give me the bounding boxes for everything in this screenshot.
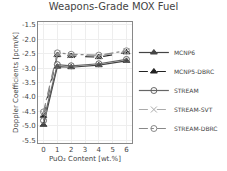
svg-text:MCNP6: MCNP6 [174, 49, 195, 56]
svg-text:1: 1 [55, 146, 59, 154]
svg-text:6: 6 [124, 146, 129, 154]
svg-text:STREAM-DBRC: STREAM-DBRC [174, 125, 218, 132]
svg-text:Doppler Coefficients [pcm/K]: Doppler Coefficients [pcm/K] [12, 32, 20, 133]
svg-text:-3.5: -3.5 [22, 79, 36, 87]
svg-text:-4.5: -4.5 [22, 108, 36, 116]
svg-text:2: 2 [69, 146, 73, 154]
svg-text:0: 0 [41, 146, 45, 154]
svg-text:3: 3 [83, 146, 87, 154]
svg-text:Weapons-Grade MOX Fuel: Weapons-Grade MOX Fuel [49, 1, 179, 12]
svg-text:-3.0: -3.0 [22, 65, 36, 73]
svg-text:-1.5: -1.5 [22, 21, 36, 29]
svg-text:-4.0: -4.0 [22, 93, 36, 101]
svg-text:4: 4 [97, 146, 102, 154]
svg-text:STREAM-SVT: STREAM-SVT [174, 106, 213, 113]
svg-text:-2.0: -2.0 [22, 36, 36, 44]
svg-text:PuO₂ Content [wt.%]: PuO₂ Content [wt.%] [49, 155, 121, 163]
svg-text:MCNP5-DBRC: MCNP5-DBRC [174, 68, 214, 75]
svg-text:STREAM: STREAM [174, 87, 199, 94]
svg-text:-5.5: -5.5 [22, 137, 36, 145]
svg-text:5: 5 [110, 146, 114, 154]
svg-text:-5.0: -5.0 [22, 122, 36, 130]
svg-text:-2.5: -2.5 [22, 50, 36, 58]
